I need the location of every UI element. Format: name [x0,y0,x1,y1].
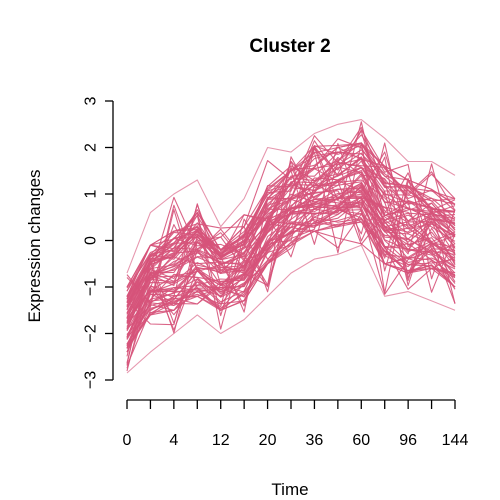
x-tick-label-96: 96 [399,432,417,449]
y-axis-label: Expression changes [25,169,44,322]
series-line-37 [126,173,456,315]
x-tick-label-20: 20 [259,432,277,449]
series-line-1 [126,119,456,274]
series-line-61 [126,203,456,305]
series-layer [126,119,456,374]
series-line-58 [126,198,456,369]
series-line-67 [126,196,456,349]
series-line-45 [126,179,456,314]
series-line-16 [126,158,456,330]
x-axis-label: Time [271,480,308,499]
series-line-25 [126,126,456,297]
y-tick-label-3: 3 [83,96,100,105]
x-tick-label-4: 4 [169,432,178,449]
y-tick-label-2: 2 [83,143,100,152]
series-line-47 [126,166,456,336]
x-tick-label-36: 36 [306,432,324,449]
y-tick-label--3: −3 [83,371,100,389]
series-line-55 [126,189,456,340]
y-tick-label--1: −1 [83,278,100,296]
series-line-80 [126,244,456,374]
x-tick-label-60: 60 [352,432,370,449]
x-tick-label-144: 144 [442,432,469,449]
series-line-79 [126,142,456,349]
y-tick-label-1: 1 [83,189,100,198]
series-line-76 [126,213,456,347]
series-line-78 [126,230,456,353]
x-tick-label-0: 0 [123,432,132,449]
series-line-43 [126,175,456,329]
y-tick-label--2: −2 [83,324,100,342]
x-tick-label-12: 12 [212,432,230,449]
series-line-60 [126,197,456,332]
y-tick-label-0: 0 [83,236,100,245]
y-axis: −3 −2 −1 0 1 2 3 [83,96,114,389]
series-line-77 [126,209,456,345]
x-axis: 0 4 12 20 36 60 96 144 [123,399,469,449]
series-line-62 [126,145,456,366]
chart-title: Cluster 2 [249,36,330,57]
series-line-75 [126,221,456,346]
series-line-52 [126,205,456,338]
series-line-33 [126,181,456,304]
series-line-69 [126,199,456,345]
